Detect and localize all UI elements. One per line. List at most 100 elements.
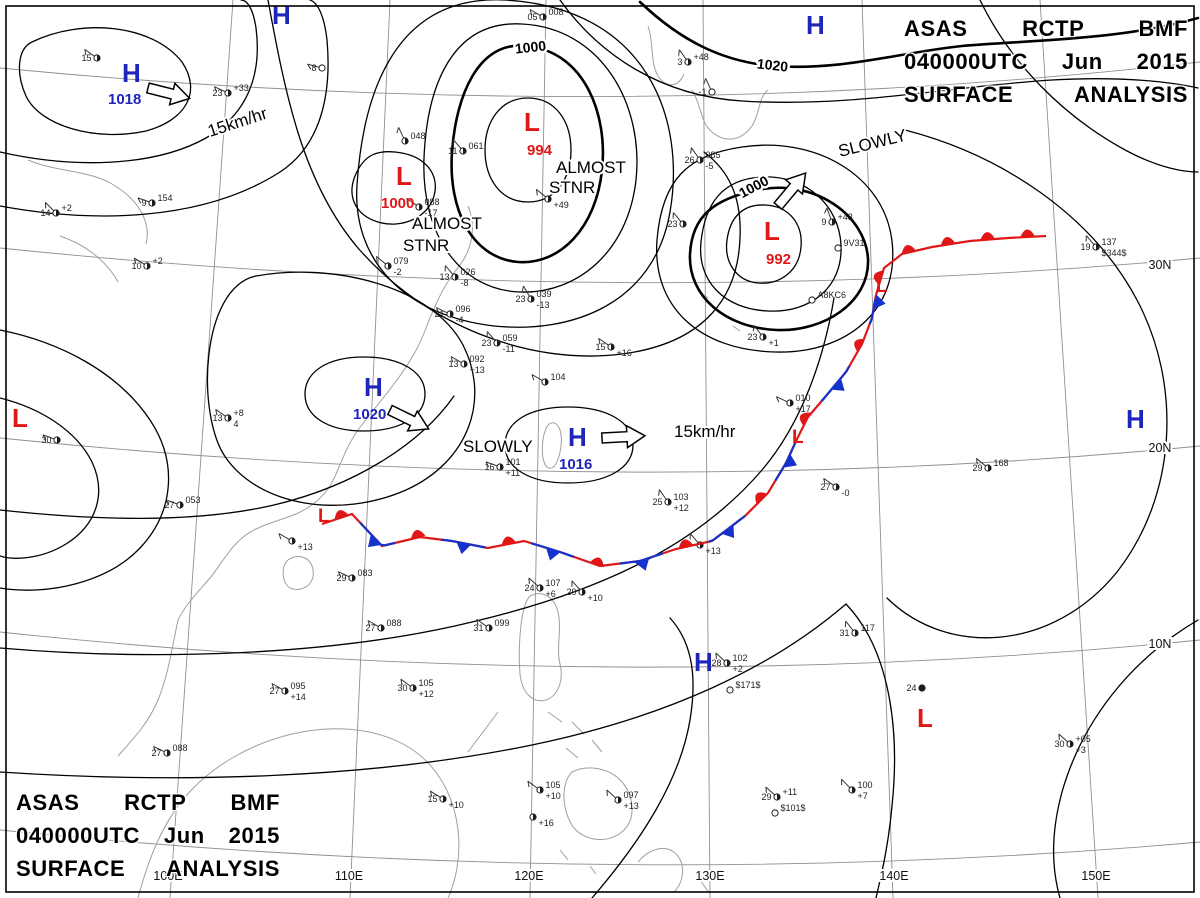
warm-front-symbol — [755, 492, 768, 505]
svg-text:11: 11 — [448, 146, 457, 156]
svg-text:4: 4 — [234, 419, 239, 429]
isobar — [267, 0, 741, 357]
station-plot: 21 096-4 — [434, 304, 470, 325]
svg-text:29: 29 — [566, 587, 576, 597]
svg-text:100: 100 — [858, 780, 873, 790]
coastline — [691, 89, 769, 140]
svg-text:15: 15 — [81, 53, 91, 63]
station-plot: 010+17 — [775, 393, 811, 414]
station-plot: 16 101+11 — [484, 457, 520, 478]
svg-text:9: 9 — [141, 198, 146, 208]
map-border — [5, 5, 1195, 893]
svg-text:+13: +13 — [706, 546, 721, 556]
coastline — [647, 25, 685, 86]
movement-arrow-icon — [773, 171, 807, 211]
svg-text:24: 24 — [524, 583, 534, 593]
coastline — [27, 159, 148, 283]
svg-text:9: 9 — [821, 217, 826, 227]
graticule-line — [0, 829, 1200, 866]
svg-text:16: 16 — [484, 462, 494, 472]
coastline — [137, 728, 460, 898]
station-plot: 23 +1 — [747, 324, 779, 348]
pressure-center-high: H — [694, 647, 713, 677]
svg-text:23: 23 — [747, 332, 757, 342]
coastline — [547, 711, 603, 759]
station-plot: 14 +2 — [40, 202, 72, 218]
movement-annotation: STNR — [549, 178, 595, 197]
title-line-datetime: 040000UTC Jun 2015 — [904, 49, 1188, 74]
station-plot: 27 088 — [365, 618, 401, 633]
movement-annotation: 15km/hr — [674, 422, 736, 441]
svg-text:-13: -13 — [537, 300, 550, 310]
station-plot: 27 053 — [164, 495, 200, 510]
svg-text:L: L — [12, 403, 28, 433]
isobar — [356, 0, 674, 328]
svg-text:-8: -8 — [461, 278, 469, 288]
coastline — [541, 422, 562, 469]
svg-text:15: 15 — [595, 342, 605, 352]
pressure-center-low: L 1000 — [381, 161, 414, 212]
cold-front-symbol — [831, 378, 845, 391]
station-plot: 10 +2 — [131, 256, 162, 271]
svg-text:+6: +6 — [546, 589, 556, 599]
svg-text:102: 102 — [733, 653, 748, 663]
station-plot: 29 168 — [972, 457, 1009, 473]
isobar — [423, 23, 638, 293]
coastline — [518, 593, 562, 702]
svg-text:088: 088 — [425, 197, 440, 207]
station-plot: 11 061 — [448, 139, 484, 156]
svg-text:099: 099 — [495, 618, 510, 628]
svg-text:13: 13 — [439, 272, 449, 282]
svg-text:+7: +7 — [858, 791, 868, 801]
coastline-layer — [27, 25, 769, 898]
isobar — [18, 27, 192, 136]
isobar — [559, 0, 1199, 103]
svg-text:079: 079 — [394, 256, 409, 266]
latitude-label: 10N — [1149, 637, 1172, 651]
station-plot: A8KC6 — [808, 290, 846, 304]
svg-text:-17: -17 — [425, 208, 438, 218]
svg-text:14: 14 — [40, 208, 50, 218]
svg-text:092: 092 — [470, 354, 485, 364]
svg-text:053: 053 — [186, 495, 201, 505]
svg-text:8: 8 — [311, 63, 316, 73]
warm-front-symbol — [334, 510, 349, 520]
svg-text:1016: 1016 — [559, 456, 592, 473]
svg-text:+10: +10 — [588, 593, 603, 603]
svg-text:H: H — [272, 0, 291, 30]
svg-text:+49: +49 — [554, 200, 569, 210]
warm-front-symbol — [410, 530, 426, 540]
svg-text:23: 23 — [667, 219, 677, 229]
svg-text:096: 096 — [456, 304, 471, 314]
svg-text:13: 13 — [448, 359, 458, 369]
title-line-agency: ASAS RCTP BMF — [16, 790, 280, 815]
svg-text:-5: -5 — [706, 161, 714, 171]
coastline — [559, 849, 597, 875]
svg-text:+13: +13 — [298, 542, 313, 552]
svg-text:059: 059 — [503, 333, 518, 343]
svg-text:$171$: $171$ — [736, 680, 761, 690]
station-plot: 105+10 — [527, 780, 561, 801]
svg-text:1000: 1000 — [381, 195, 414, 212]
svg-text:H: H — [364, 372, 383, 402]
svg-text:27: 27 — [365, 623, 375, 633]
svg-text:168: 168 — [994, 458, 1009, 468]
svg-text:H: H — [694, 647, 713, 677]
svg-text:29: 29 — [761, 792, 771, 802]
svg-text:085: 085 — [706, 150, 721, 160]
isobar — [0, 395, 455, 520]
movement-annotation: SLOWLY — [463, 437, 533, 456]
station-plot: 30 +05+3 — [1054, 733, 1091, 755]
svg-text:29: 29 — [336, 573, 346, 583]
arrow-layer — [145, 81, 807, 450]
station-plot: 19 137$344$ — [1080, 235, 1127, 258]
station-plot: 27 088 — [151, 743, 187, 758]
front-low-marker: L — [792, 427, 804, 448]
svg-text:19: 19 — [1080, 242, 1090, 252]
front-low-marker: L — [876, 276, 888, 297]
isobar — [638, 0, 1200, 69]
cold-front-symbol — [873, 294, 886, 310]
title-line-datetime: 040000UTC Jun 2015 — [16, 823, 280, 848]
